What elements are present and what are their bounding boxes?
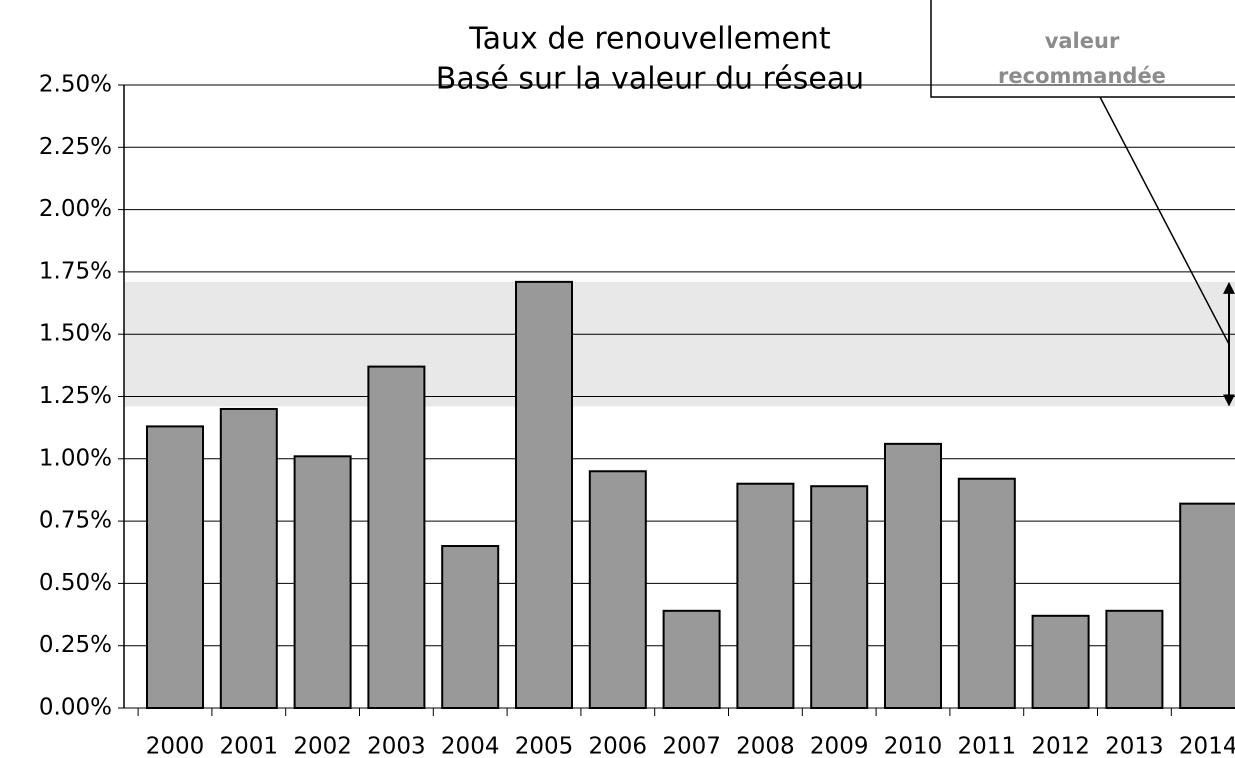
x-tick-label: 2012 (1031, 734, 1090, 758)
y-tick-label: 0.25% (39, 632, 112, 658)
x-tick-label: 2005 (515, 734, 574, 758)
arrow-head (1223, 281, 1235, 294)
chart-title: Taux de renouvellement (468, 22, 831, 57)
y-tick-label: 0.00% (39, 695, 112, 721)
x-tick-label: 2002 (293, 734, 352, 758)
annotation-box (930, 0, 1235, 98)
y-tick-label: 2.00% (39, 196, 112, 222)
recommended-band (124, 281, 1235, 407)
annotation: recommandée (998, 64, 1166, 88)
x-tick-label: 2010 (884, 734, 943, 758)
y-tick-label: 2.50% (39, 72, 112, 98)
bar (367, 365, 426, 709)
bar (219, 407, 278, 709)
x-tick-label: 2006 (589, 734, 648, 758)
y-tick-label: 1.75% (39, 258, 112, 284)
bar (588, 470, 647, 710)
bar (736, 482, 795, 709)
annotation: valeur (1045, 29, 1120, 53)
x-tick-label: 2004 (441, 734, 500, 758)
y-tick-label: 0.50% (39, 570, 112, 596)
y-tick-label: 1.25% (39, 383, 112, 409)
chart-subtitle: Basé sur la valeur du réseau (436, 62, 864, 97)
x-tick-label: 2008 (736, 734, 795, 758)
x-tick-label: 2009 (810, 734, 869, 758)
bar (1105, 609, 1164, 710)
bar (884, 442, 942, 709)
leader-line (1099, 96, 1230, 345)
y-tick-label: 2.25% (39, 134, 112, 160)
bar (293, 455, 352, 710)
y-tick-label: 1.50% (39, 321, 112, 347)
x-tick-label: 2011 (958, 734, 1017, 758)
x-tick-label: 2014 (1179, 734, 1235, 758)
bar (146, 425, 204, 709)
x-tick-label: 2000 (146, 734, 205, 758)
bar (957, 477, 1016, 709)
bar (1031, 614, 1090, 710)
y-tick-label: 1.00% (39, 445, 112, 471)
bar (1179, 502, 1235, 709)
x-tick-label: 2003 (367, 734, 426, 758)
bar (662, 609, 721, 710)
x-tick-label: 2007 (662, 734, 721, 758)
bar (515, 280, 573, 709)
bar (441, 545, 500, 710)
bar (810, 485, 869, 709)
x-tick-label: 2001 (220, 734, 279, 758)
arrow-head (1223, 394, 1235, 407)
y-tick-label: 0.75% (39, 508, 112, 534)
x-tick-label: 2013 (1105, 734, 1164, 758)
